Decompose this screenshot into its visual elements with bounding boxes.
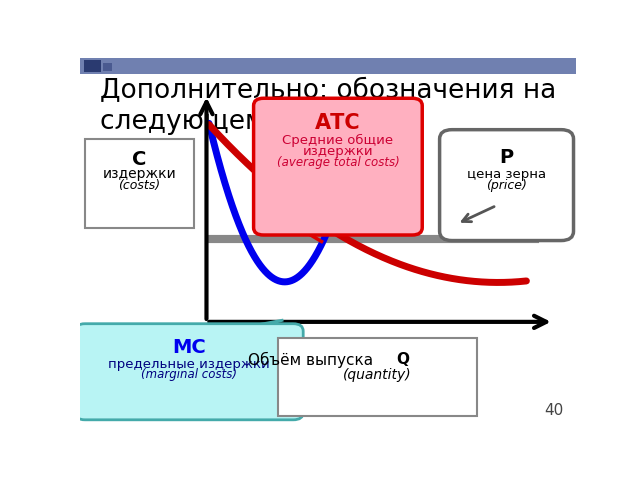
Text: издержки: издержки (303, 145, 373, 158)
Polygon shape (224, 320, 284, 331)
Text: Дополнительно: обозначения на
следующем слайде: Дополнительно: обозначения на следующем … (100, 78, 556, 134)
Text: (marginal costs): (marginal costs) (141, 368, 237, 381)
Text: 40: 40 (545, 403, 564, 418)
Text: цена зерна: цена зерна (467, 168, 546, 180)
Text: С: С (132, 150, 147, 169)
Text: АТС: АТС (315, 113, 361, 133)
Text: (quantity): (quantity) (343, 368, 412, 382)
FancyBboxPatch shape (253, 98, 422, 235)
Text: Средние общие: Средние общие (282, 134, 394, 147)
Text: предельные издержки: предельные издержки (108, 358, 270, 371)
Text: Q: Q (396, 352, 409, 367)
FancyBboxPatch shape (278, 338, 477, 416)
Text: (costs): (costs) (118, 179, 161, 192)
Text: P: P (499, 148, 514, 167)
FancyBboxPatch shape (84, 60, 101, 72)
FancyBboxPatch shape (440, 130, 573, 240)
Text: издержки: издержки (102, 167, 177, 181)
FancyBboxPatch shape (80, 58, 576, 74)
FancyBboxPatch shape (75, 324, 303, 420)
FancyBboxPatch shape (103, 63, 112, 71)
Text: МС: МС (172, 338, 206, 357)
FancyBboxPatch shape (85, 139, 194, 228)
Text: (price): (price) (486, 179, 527, 192)
Text: Объём выпуска: Объём выпуска (248, 352, 378, 368)
Text: (average total costs): (average total costs) (276, 156, 399, 169)
Polygon shape (298, 228, 323, 242)
